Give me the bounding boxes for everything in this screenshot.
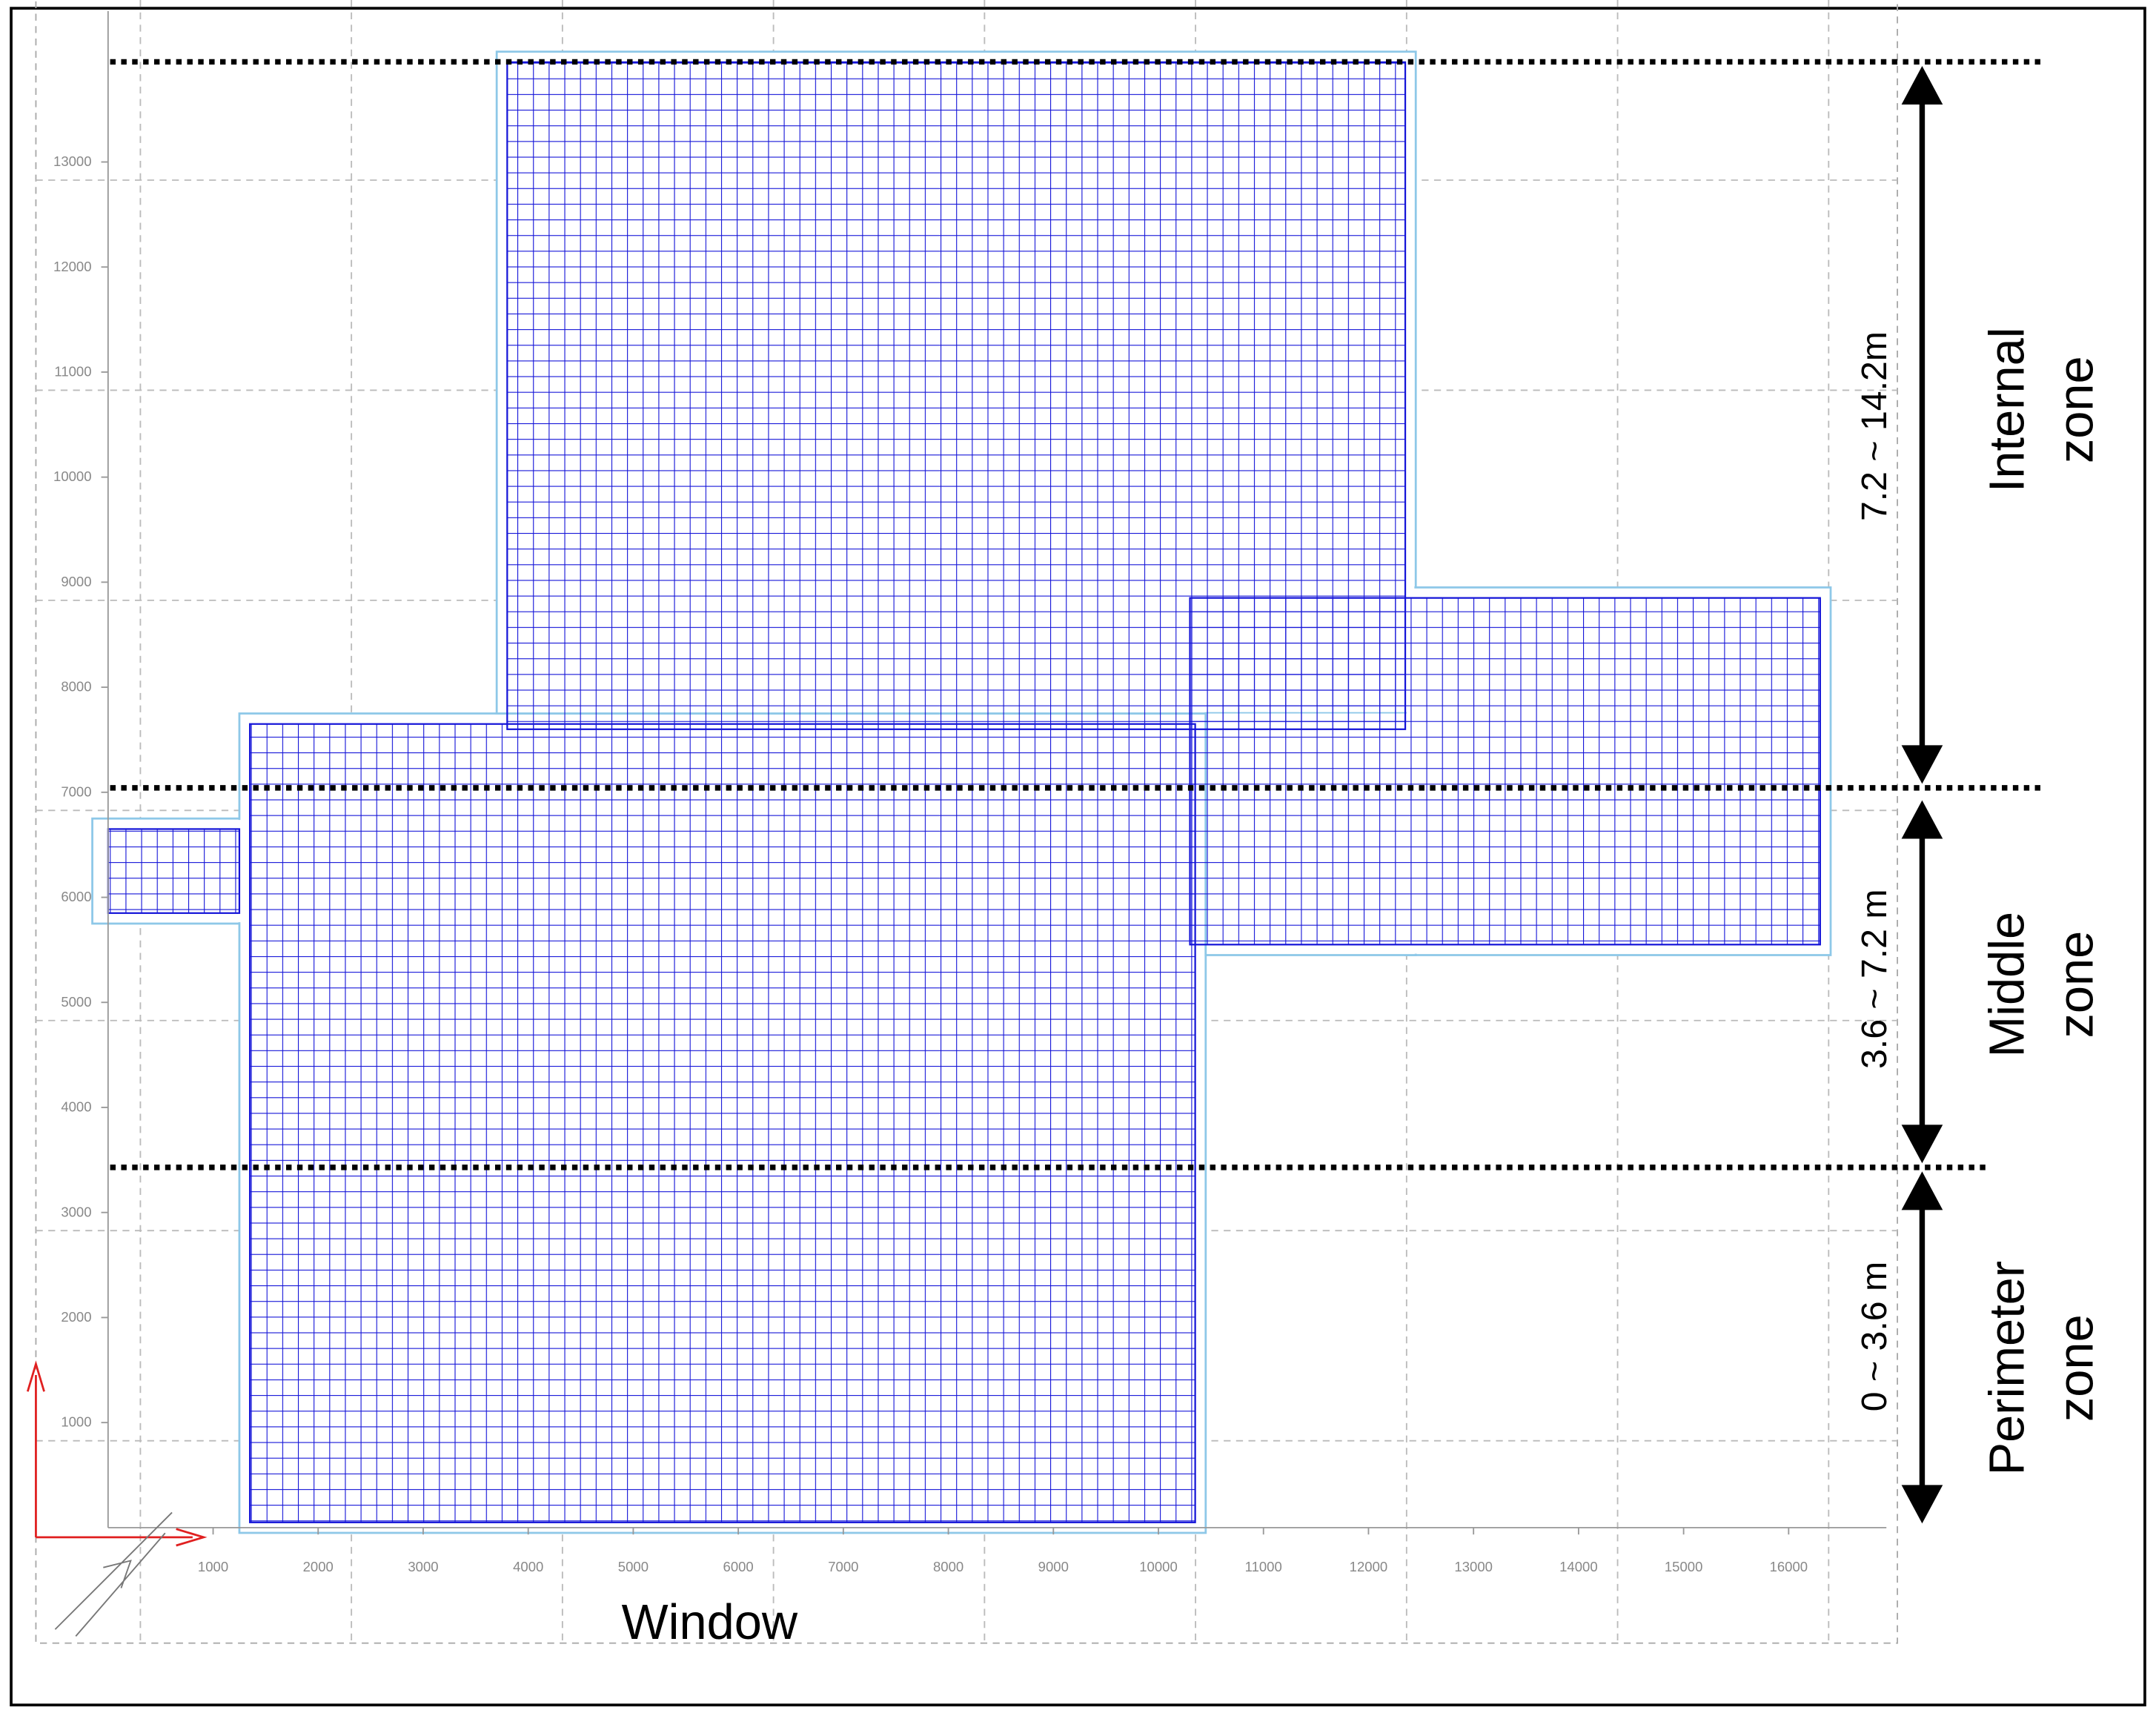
compass-icon <box>54 1511 173 1637</box>
arrow-head <box>1901 800 1943 839</box>
arrow-head <box>1901 1171 1943 1210</box>
x-tick-label: 4000 <box>513 1559 543 1574</box>
y-tick-label: 11000 <box>54 364 91 380</box>
mesh-cells <box>107 828 241 914</box>
y-tick-label: 12000 <box>53 259 92 274</box>
zone-range: 3.6 ~ 7.2 m <box>1854 889 1894 1069</box>
arrow-head <box>1901 1124 1943 1164</box>
zone-name: Perimeter <box>1980 1261 2035 1475</box>
x-tick-label: 10000 <box>1139 1559 1178 1574</box>
y-tick-label: 13000 <box>53 153 92 169</box>
x-tick-label: 1000 <box>198 1559 228 1574</box>
y-tick-label: 9000 <box>61 574 91 589</box>
annotations: 7.2 ~ 14.2m Internal zone 3.6 ~ 7.2 m Middle… <box>110 59 2103 1524</box>
x-tick-label: 2000 <box>303 1559 334 1574</box>
x-tick-label: 5000 <box>618 1559 649 1574</box>
mesh-cells <box>249 723 1196 1523</box>
y-tick-label: 2000 <box>61 1309 91 1325</box>
arrow-head <box>1901 1485 1943 1524</box>
zone-range: 7.2 ~ 14.2m <box>1854 331 1894 521</box>
x-tick-label: 6000 <box>723 1559 754 1574</box>
x-tick-label: 16000 <box>1770 1559 1808 1574</box>
y-tick-label: 5000 <box>61 994 91 1010</box>
x-tick-label: 13000 <box>1454 1559 1493 1574</box>
y-tick-label: 1000 <box>61 1414 91 1430</box>
zone-name: zone <box>2049 356 2103 463</box>
x-tick-label: 15000 <box>1665 1559 1703 1574</box>
y-tick-label: 6000 <box>61 889 91 904</box>
x-tick-label: 7000 <box>828 1559 858 1574</box>
zone-name: zone <box>2049 931 2103 1038</box>
zone-name: Internal <box>1980 327 2035 492</box>
zone-name: zone <box>2049 1314 2103 1422</box>
arrow-head <box>1901 66 1943 105</box>
x-tick-label: 11000 <box>1245 1559 1282 1574</box>
y-tick-label: 10000 <box>53 468 92 484</box>
y-tick-label: 8000 <box>61 679 91 695</box>
x-tick-label: 9000 <box>1038 1559 1069 1574</box>
view-box <box>35 0 1898 1644</box>
y-tick-label: 3000 <box>61 1204 91 1219</box>
y-tick-label: 7000 <box>61 784 91 799</box>
mesh-cells <box>1189 597 1821 946</box>
axes: 1000 2000 3000 4000 5000 6000 7000 8000 9000 1000… <box>26 10 1887 1637</box>
ucs-icon <box>26 1360 208 1547</box>
mesh <box>91 50 1832 1534</box>
window-label: Window <box>622 1595 798 1650</box>
arrow-head <box>1901 745 1943 784</box>
zone-range: 0 ~ 3.6 m <box>1854 1262 1894 1411</box>
x-tick-label: 3000 <box>408 1559 438 1574</box>
x-tick-label: 14000 <box>1559 1559 1598 1574</box>
zone-name: Middle <box>1980 912 2035 1058</box>
y-tick-label: 4000 <box>61 1099 91 1115</box>
x-tick-label: 12000 <box>1350 1559 1388 1574</box>
x-tick-label: 8000 <box>933 1559 963 1574</box>
